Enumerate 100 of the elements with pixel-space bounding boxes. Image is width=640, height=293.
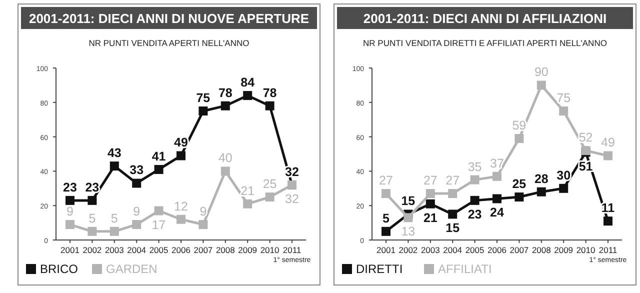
point	[382, 189, 390, 198]
point	[176, 214, 186, 224]
data-label: 32	[285, 192, 299, 206]
x-tick-label: 2008	[532, 245, 552, 255]
x-tick-label: 2007	[510, 245, 529, 255]
x-tick-label: 2009	[238, 245, 258, 255]
data-label: 5	[110, 211, 118, 226]
point	[559, 184, 568, 193]
data-label: 23	[468, 207, 482, 222]
point	[426, 189, 435, 198]
data-label: 15	[446, 221, 460, 236]
chart-title: 2001-2011: DIECI ANNI DI NUOVE APERTURE	[28, 11, 310, 26]
point	[448, 210, 458, 219]
data-label: 27	[446, 174, 460, 188]
x-tick-label: 2006	[172, 245, 191, 255]
x-tick-label: 2005	[465, 245, 485, 255]
point	[110, 226, 119, 236]
data-label: 90	[534, 65, 548, 80]
data-label: 23	[85, 180, 100, 194]
point	[88, 226, 97, 236]
point	[426, 199, 435, 208]
point	[220, 166, 230, 176]
point	[492, 172, 502, 181]
x-tick-label: 2002	[82, 245, 102, 255]
x-tick-label: 2001	[60, 245, 80, 255]
data-label: 17	[152, 218, 166, 232]
data-label: 33	[130, 163, 144, 178]
x-tick-label: 2003	[104, 245, 124, 255]
point	[265, 192, 274, 202]
data-label: 75	[196, 91, 210, 105]
data-label: 52	[578, 130, 593, 145]
chart-subtitle: NR PUNTI VENDITA APERTI NELL'ANNO	[88, 38, 250, 48]
data-label: 5	[88, 211, 96, 226]
data-label: 78	[218, 86, 232, 100]
point	[382, 226, 390, 236]
data-label: 27	[423, 174, 438, 188]
data-label: 9	[200, 204, 207, 219]
data-label: 21	[423, 210, 438, 225]
point	[132, 178, 142, 188]
point	[220, 101, 230, 110]
point	[559, 106, 568, 116]
x-tick-label: 2007	[194, 245, 213, 255]
x-tick-label: 2006	[488, 245, 507, 255]
point	[604, 151, 612, 160]
point	[470, 175, 480, 184]
point	[265, 101, 274, 110]
data-label: 78	[262, 86, 277, 100]
x-tick-label: 2010	[576, 245, 596, 255]
point	[470, 196, 480, 205]
data-label: 35	[468, 160, 482, 174]
data-label: 9	[133, 204, 140, 219]
legend-label: BRICO	[40, 262, 78, 276]
point	[154, 164, 164, 174]
point	[492, 194, 502, 204]
data-label: 37	[490, 156, 504, 170]
data-label: 9	[66, 204, 74, 219]
data-label: 75	[556, 91, 571, 105]
x-tick-label: 2009	[554, 245, 574, 255]
point	[243, 199, 252, 208]
point	[604, 216, 612, 226]
point	[66, 220, 74, 230]
data-label: 23	[63, 180, 77, 194]
data-label: 40	[218, 151, 232, 166]
data-label: 41	[152, 149, 166, 164]
point	[514, 192, 524, 202]
data-label: 25	[512, 177, 526, 191]
x-tick-label: 2004	[127, 245, 146, 255]
point	[536, 187, 546, 196]
data-label: 13	[401, 224, 416, 239]
x-tick-label: 2004	[443, 245, 462, 255]
x-tick-label: 2003	[420, 245, 440, 255]
point	[154, 206, 164, 216]
data-label: 43	[107, 146, 122, 160]
x-tick-label: 2008	[216, 245, 236, 255]
chart-subtitle: NR PUNTI VENDITA DIRETTI E AFFILIATI APERTI NELL'ANNO	[363, 38, 608, 48]
legend-label: GARDEN	[106, 262, 158, 276]
point	[198, 106, 208, 116]
point	[243, 91, 252, 100]
legend-label: AFFILIATI	[438, 262, 492, 276]
legend-label: DIRETTI	[356, 262, 403, 276]
chart-title: 2001-2011: DIECI ANNI DI AFFILIAZIONI	[363, 11, 607, 26]
data-label: 49	[601, 136, 615, 150]
data-label: 25	[262, 177, 277, 191]
data-label: 30	[556, 168, 571, 182]
point	[514, 134, 524, 144]
data-label: 28	[534, 172, 548, 186]
point	[110, 162, 119, 171]
point	[448, 189, 458, 198]
point	[176, 151, 186, 160]
point	[404, 213, 413, 222]
data-label: 27	[379, 174, 393, 188]
x-tick-label: 2002	[398, 245, 418, 255]
x-tick-label: 2005	[149, 245, 169, 255]
point	[88, 196, 97, 205]
data-label: 15	[401, 194, 416, 208]
data-label: 24	[490, 206, 504, 220]
data-label: 21	[240, 184, 255, 198]
data-label: 5	[382, 211, 390, 226]
x-tick-label: 2010	[260, 245, 280, 255]
data-label: 12	[174, 199, 188, 214]
